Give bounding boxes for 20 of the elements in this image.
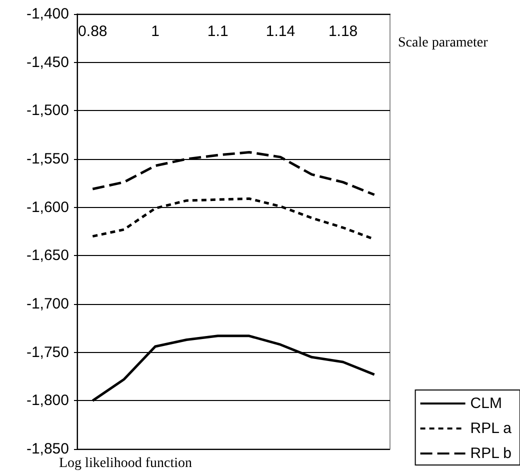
x-tick-label: 1.1 — [207, 23, 228, 40]
x-axis-title: Scale parameter — [398, 36, 488, 50]
legend-label: CLM — [470, 395, 502, 412]
y-tick-label: -1,500 — [26, 102, 69, 120]
y-axis-title: Log likelihood function — [59, 456, 192, 471]
x-tick-label: 1 — [151, 23, 160, 40]
legend-label: RPL a — [470, 420, 512, 437]
y-tick-label: -1,550 — [26, 150, 69, 168]
x-tick-label: 1.18 — [328, 23, 358, 40]
y-tick-label: -1,800 — [26, 392, 69, 410]
x-tick-label: 1.14 — [266, 23, 296, 40]
legend-label: RPL b — [470, 445, 512, 462]
y-tick-label: -1,450 — [26, 54, 69, 71]
y-tick-label: -1,400 — [26, 6, 69, 22]
y-tick-label: -1,850 — [26, 440, 69, 458]
y-tick-label: -1,750 — [26, 344, 69, 361]
y-tick-label: -1,650 — [26, 247, 69, 264]
y-tick-label: -1,600 — [26, 198, 69, 216]
x-tick-label: 0.88 — [78, 23, 108, 40]
y-tick-label: -1,700 — [26, 296, 69, 312]
